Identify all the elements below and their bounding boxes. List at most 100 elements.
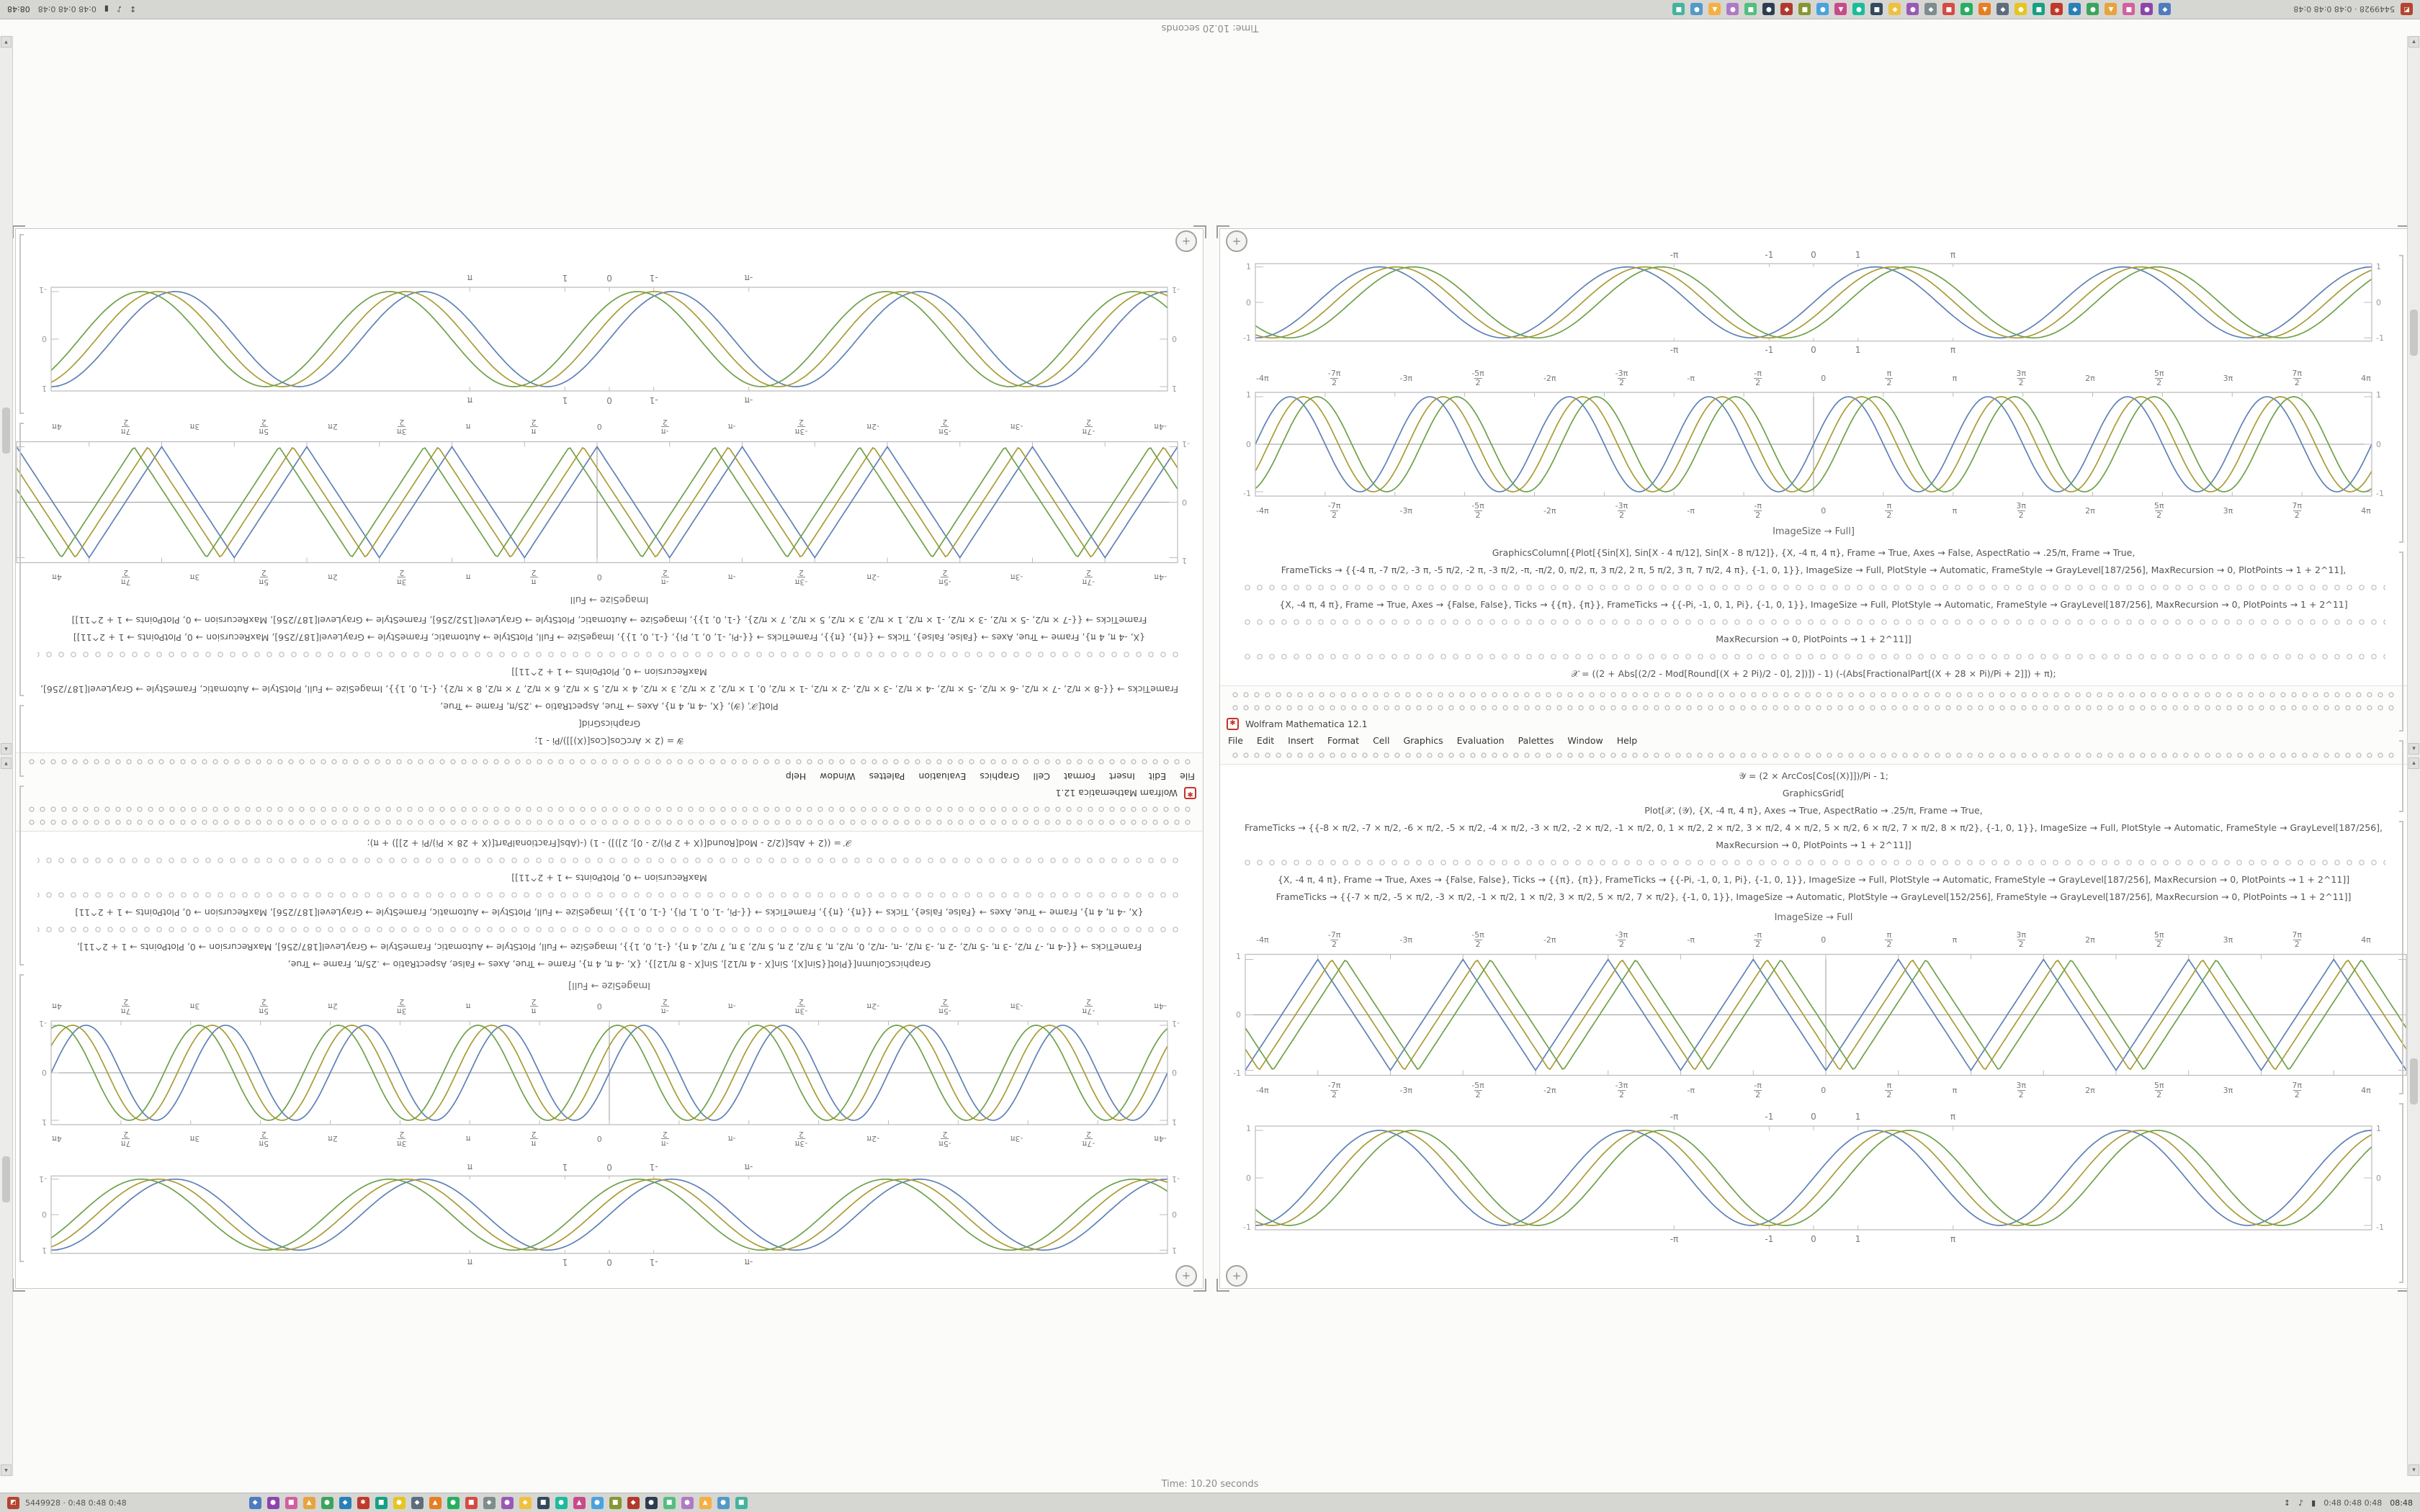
battery-icon[interactable]: ▮ <box>104 4 109 14</box>
scroll-up-button[interactable]: ▴ <box>2408 757 2419 769</box>
battery-icon[interactable]: ▮ <box>2311 1498 2316 1508</box>
scroll-up-button[interactable]: ▴ <box>1 743 12 755</box>
taskbar-app-icon[interactable]: ◆ <box>2069 3 2081 16</box>
menu-item[interactable]: Palettes <box>1518 734 1554 746</box>
menu-item[interactable]: Palettes <box>869 771 905 783</box>
page-corner-button[interactable]: + <box>1226 1265 1247 1287</box>
taskbar-app-icon[interactable]: ● <box>1960 3 1973 16</box>
taskbar-app-icon[interactable]: ● <box>2141 3 2154 16</box>
taskbar-app-icon[interactable]: ◆ <box>519 1496 532 1509</box>
taskbar[interactable]: ◩ 5449928 · 0:48 0:48 0:48 ◆ ● ■ ▲ <box>0 1493 2420 1512</box>
taskbar-app-icon[interactable]: ● <box>681 1496 694 1509</box>
cell-bracket[interactable] <box>19 234 24 414</box>
volume-icon[interactable]: ♪ <box>2298 1498 2304 1508</box>
menu-item[interactable]: Window <box>1567 734 1603 746</box>
taskbar-app-icon[interactable]: ◆ <box>411 1496 424 1509</box>
taskbar-app-icon[interactable]: ✱ <box>357 1496 369 1509</box>
taskbar-app-icon[interactable]: ◆ <box>483 1496 496 1509</box>
taskbar-app-icon[interactable]: ● <box>501 1496 514 1509</box>
menu-item[interactable]: File <box>1228 734 1243 746</box>
menu-item[interactable]: Edit <box>1256 734 1275 746</box>
cell-bracket[interactable] <box>2399 552 2403 732</box>
taskbar-app-icon[interactable]: ■ <box>284 1496 297 1509</box>
taskbar[interactable]: ◩ 5449928 · 0:48 0:48 0:48 ◆ ● ■ ▲ <box>0 0 2420 19</box>
menu-item[interactable]: Evaluation <box>1456 734 1505 746</box>
launcher-icon[interactable]: ◩ <box>7 1496 19 1509</box>
taskbar-app-icon[interactable]: ■ <box>1672 3 1685 16</box>
cell-bracket[interactable] <box>2399 740 2403 812</box>
taskbar-app-icon[interactable]: ■ <box>375 1496 387 1509</box>
scrollbar-track[interactable]: ▴ ▾ ▴ ▾ <box>2407 36 2420 1476</box>
taskbar-app-icon[interactable]: ■ <box>609 1496 622 1509</box>
menu-item[interactable]: Graphics <box>980 771 1020 783</box>
taskbar-app-icon[interactable]: ● <box>555 1496 568 1509</box>
taskbar-app-icon[interactable]: ▲ <box>1834 3 1847 16</box>
taskbar-app-icon[interactable]: ■ <box>663 1496 676 1509</box>
cell-bracket[interactable] <box>19 786 24 966</box>
mathematica-icon[interactable]: ✱ <box>1227 717 1239 730</box>
taskbar-app-icon[interactable]: ■ <box>1870 3 1883 16</box>
taskbar-app-icon[interactable]: ◆ <box>339 1496 351 1509</box>
taskbar-app-icon[interactable]: ● <box>1816 3 1829 16</box>
menu-item[interactable]: Edit <box>1148 771 1167 783</box>
taskbar-app-icon[interactable]: ■ <box>735 1496 748 1509</box>
taskbar-app-icon[interactable]: ● <box>2087 3 2099 16</box>
taskbar-app-icon[interactable]: ◆ <box>1780 3 1793 16</box>
scrollbar-right[interactable]: ▴ ▾ ▴ ▾ <box>2407 36 2420 1476</box>
taskbar-app-icon[interactable]: ■ <box>537 1496 550 1509</box>
menu-item[interactable]: Window <box>820 771 856 783</box>
taskbar-app-icon[interactable]: ▲ <box>429 1496 442 1509</box>
taskbar-app-icon[interactable]: ■ <box>465 1496 478 1509</box>
menu-item[interactable]: File <box>1180 771 1195 783</box>
scroll-down-button[interactable]: ▾ <box>1 36 12 48</box>
taskbar-app-icon[interactable]: ● <box>1762 3 1775 16</box>
taskbar-app-icon[interactable]: ◆ <box>1888 3 1901 16</box>
menu-item[interactable]: Insert <box>1109 771 1135 783</box>
scroll-up-button[interactable]: ▴ <box>1 1464 12 1476</box>
menu-item[interactable]: Graphics <box>1403 734 1443 746</box>
menu-item[interactable]: Format <box>1327 734 1360 746</box>
scrollbar-track[interactable]: ▴ ▾ ▴ ▾ <box>0 36 13 1476</box>
taskbar-app-icon[interactable]: ■ <box>1798 3 1811 16</box>
clock[interactable]: 08:48 <box>2390 1498 2413 1508</box>
taskbar-app-icon[interactable]: ● <box>266 1496 279 1509</box>
scrollbar-left-rotated[interactable]: ▴ ▾ ▴ ▾ <box>0 36 13 1476</box>
taskbar-app-icon[interactable]: ▲ <box>2105 3 2118 16</box>
cell-bracket[interactable] <box>2399 255 2403 543</box>
cell-bracket[interactable] <box>19 974 24 1262</box>
cell-bracket[interactable] <box>2399 1103 2403 1283</box>
taskbar-app-icon[interactable]: ● <box>1906 3 1919 16</box>
menu-item[interactable]: Cell <box>1033 771 1050 783</box>
taskbar-app-icon[interactable]: ▲ <box>1978 3 1991 16</box>
scroll-down-button[interactable]: ▾ <box>2408 1464 2419 1476</box>
taskbar-app-icon[interactable]: ● <box>2015 3 2027 16</box>
scroll-down-button[interactable]: ▾ <box>1 757 12 769</box>
scroll-up-button[interactable]: ▴ <box>2408 36 2419 48</box>
taskbar-app-icon[interactable]: ▲ <box>699 1496 712 1509</box>
taskbar-app-icon[interactable]: ■ <box>1744 3 1757 16</box>
scrollbar-thumb[interactable] <box>2410 1058 2418 1104</box>
taskbar-app-icon[interactable]: ● <box>321 1496 333 1509</box>
taskbar-app-icon[interactable]: ● <box>1690 3 1703 16</box>
menu-item[interactable]: Evaluation <box>918 771 967 783</box>
taskbar-app-icon[interactable]: ◆ <box>2159 3 2172 16</box>
taskbar-app-icon[interactable]: ● <box>1852 3 1865 16</box>
cell-bracket[interactable] <box>19 423 24 696</box>
taskbar-app-icon[interactable]: ● <box>447 1496 460 1509</box>
cell-bracket[interactable] <box>2399 821 2403 1094</box>
menu-item[interactable]: Cell <box>1373 734 1390 746</box>
page-corner-button[interactable]: + <box>1226 230 1247 252</box>
taskbar-app-icon[interactable]: ● <box>1726 3 1739 16</box>
launcher-icon[interactable]: ◩ <box>2401 3 2413 16</box>
menu-item[interactable]: Format <box>1063 771 1095 783</box>
taskbar-app-icon[interactable]: ✱ <box>2051 3 2063 16</box>
scrollbar-thumb[interactable] <box>2 1156 10 1202</box>
taskbar-app-icon[interactable]: ● <box>717 1496 730 1509</box>
taskbar-app-icon[interactable]: ◆ <box>1996 3 2009 16</box>
page-corner-button[interactable]: + <box>1175 1265 1197 1287</box>
menu-item[interactable]: Help <box>785 771 807 783</box>
cell-bracket[interactable] <box>19 705 24 777</box>
taskbar-app-icon[interactable]: ■ <box>2033 3 2045 16</box>
scrollbar-thumb[interactable] <box>2 408 10 454</box>
volume-icon[interactable]: ♪ <box>116 4 122 14</box>
